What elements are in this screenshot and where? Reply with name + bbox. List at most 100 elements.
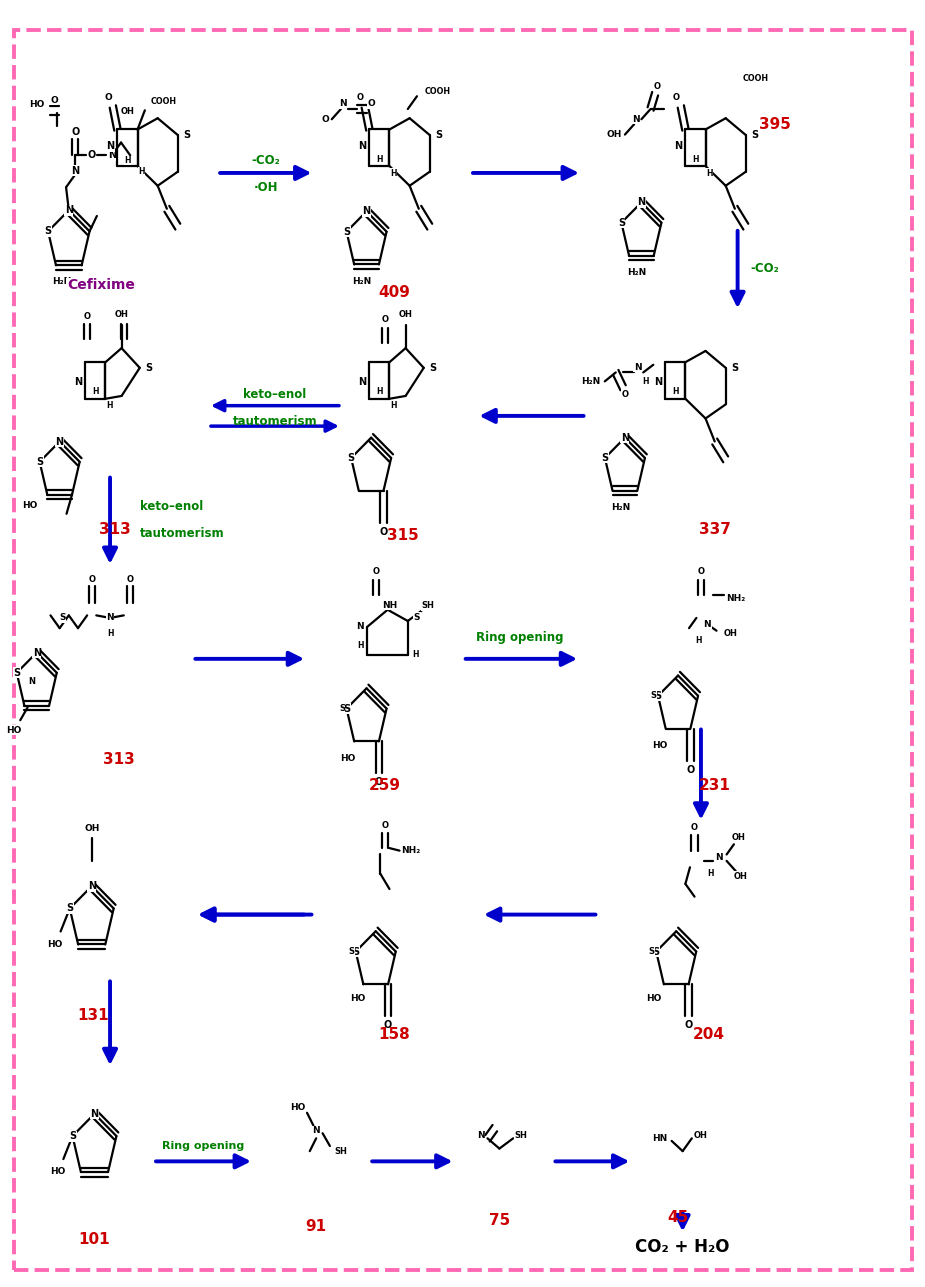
Text: S: S (655, 691, 661, 701)
Text: H₂N: H₂N (352, 277, 372, 286)
Text: HN: HN (652, 1134, 667, 1143)
Text: N: N (29, 677, 36, 686)
Text: O: O (127, 575, 134, 584)
Text: N: N (356, 622, 364, 631)
Text: N: N (108, 151, 116, 161)
Text: S: S (343, 227, 351, 237)
Text: N: N (358, 142, 366, 152)
Text: 91: 91 (305, 1219, 327, 1234)
Text: O: O (71, 127, 80, 138)
Text: keto–enol: keto–enol (141, 501, 204, 514)
Text: S: S (653, 946, 660, 956)
Text: O: O (684, 1021, 693, 1031)
Text: H: H (124, 156, 130, 165)
Text: tautomerism: tautomerism (232, 414, 317, 427)
Text: H: H (695, 637, 701, 646)
Text: O: O (622, 390, 628, 399)
Text: N: N (621, 432, 629, 443)
Text: SH: SH (422, 601, 435, 610)
Text: 45: 45 (668, 1210, 689, 1225)
Text: S: S (648, 947, 655, 956)
Text: NH: NH (382, 601, 397, 610)
Text: N: N (106, 142, 114, 152)
Text: S: S (343, 704, 351, 713)
Text: 131: 131 (78, 1008, 109, 1023)
Text: CO₂ + H₂O: CO₂ + H₂O (635, 1238, 730, 1256)
Text: OH: OH (724, 629, 738, 638)
Text: N: N (313, 1126, 320, 1135)
Text: OH: OH (734, 871, 747, 880)
Text: N: N (363, 206, 371, 216)
Text: 231: 231 (698, 777, 731, 793)
Text: N: N (339, 99, 347, 108)
Text: tautomerism: tautomerism (141, 528, 225, 541)
Text: O: O (379, 526, 388, 537)
Text: HO: HO (6, 726, 21, 735)
Text: O: O (384, 1021, 392, 1031)
Text: H: H (139, 167, 145, 176)
Text: S: S (348, 947, 354, 956)
Text: HO: HO (50, 1167, 66, 1176)
Text: OH: OH (399, 310, 413, 319)
Text: H: H (707, 169, 713, 178)
Text: N: N (56, 436, 64, 447)
Text: Cefixime: Cefixime (67, 278, 135, 292)
Text: HO: HO (29, 99, 44, 108)
Text: N: N (71, 166, 80, 175)
Text: S: S (601, 453, 609, 463)
Text: 158: 158 (378, 1027, 410, 1042)
Text: HO: HO (350, 995, 365, 1004)
Text: HO: HO (652, 741, 668, 750)
Text: O: O (372, 568, 379, 577)
Text: S: S (352, 946, 359, 956)
Text: H: H (376, 387, 383, 396)
Text: N: N (704, 620, 711, 629)
Text: S: S (348, 453, 354, 463)
Text: OH: OH (606, 130, 622, 139)
Text: S: S (67, 903, 73, 914)
Text: H: H (376, 154, 383, 163)
Text: H: H (692, 154, 698, 163)
Text: N: N (654, 377, 662, 387)
Text: 395: 395 (758, 117, 791, 133)
Text: 259: 259 (369, 777, 401, 793)
Text: Ring opening: Ring opening (475, 631, 563, 644)
Text: S: S (59, 614, 66, 623)
Text: H: H (92, 387, 99, 396)
Text: S: S (751, 130, 758, 140)
Text: O: O (50, 95, 58, 104)
Text: S: S (145, 363, 153, 373)
Text: S: S (650, 691, 657, 700)
Text: S: S (13, 668, 20, 678)
Text: NH₂: NH₂ (401, 846, 421, 855)
Text: HO: HO (340, 754, 356, 763)
Text: keto–enol: keto–enol (243, 387, 306, 400)
Text: H: H (106, 402, 113, 411)
Text: OH: OH (694, 1131, 708, 1140)
Text: H: H (412, 650, 418, 659)
Text: HO: HO (646, 995, 661, 1004)
Text: N: N (358, 377, 366, 387)
Text: S: S (436, 130, 442, 140)
Text: O: O (357, 93, 364, 102)
Text: N: N (674, 142, 682, 152)
Text: H: H (390, 402, 397, 411)
Text: N: N (477, 1131, 485, 1140)
Text: H: H (642, 377, 648, 386)
Text: COOH: COOH (425, 86, 450, 95)
Text: OH: OH (732, 834, 746, 843)
Text: COOH: COOH (743, 73, 769, 82)
Text: H₂N: H₂N (610, 503, 630, 512)
Text: H: H (390, 169, 397, 178)
Text: N: N (632, 115, 640, 124)
Text: H₂N: H₂N (627, 268, 647, 277)
Text: S: S (618, 218, 625, 228)
Text: N: N (106, 614, 114, 623)
Text: N: N (637, 197, 646, 207)
Text: O: O (686, 764, 695, 775)
Text: O: O (88, 575, 95, 584)
Text: O: O (381, 821, 388, 830)
Text: 101: 101 (79, 1232, 110, 1247)
Text: H₂N: H₂N (582, 377, 600, 386)
Text: 409: 409 (378, 286, 410, 300)
